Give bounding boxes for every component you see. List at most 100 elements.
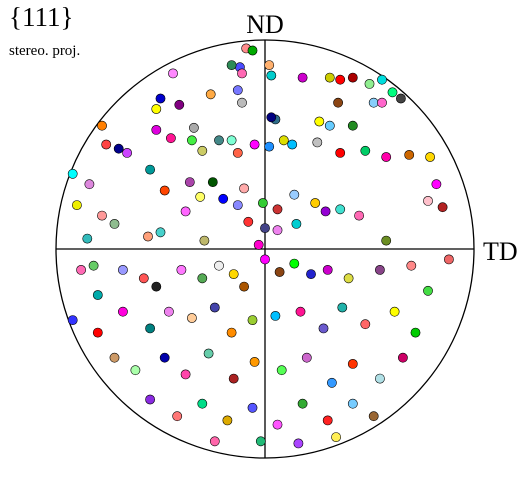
pole-point-126	[228, 373, 239, 384]
pole-point-47	[335, 147, 346, 158]
pole-point-101	[343, 273, 354, 284]
pole-point-74	[335, 204, 346, 215]
pole-point-90	[151, 281, 162, 292]
pole-point-128	[276, 365, 287, 376]
pole-point-100	[322, 264, 333, 275]
pole-point-63	[207, 177, 218, 187]
pole-point-112	[226, 327, 237, 338]
pole-point-68	[232, 200, 243, 210]
pole-point-36	[186, 135, 197, 146]
pole-point-103	[406, 260, 417, 271]
pole-point-39	[214, 135, 224, 146]
pole-point-61	[159, 185, 170, 196]
pole-point-144	[209, 436, 220, 447]
pole-point-58	[97, 210, 107, 221]
pole-point-91	[176, 264, 187, 275]
pole-point-50	[404, 149, 415, 160]
pole-point-72	[310, 198, 321, 208]
chart-title: {111}	[9, 2, 74, 32]
pole-point-51	[425, 152, 435, 162]
pole-point-30	[97, 120, 107, 131]
pole-point-56	[84, 179, 95, 190]
pole-point-70	[272, 204, 283, 215]
pole-point-14	[387, 87, 398, 98]
pole-point-83	[199, 235, 210, 246]
pole-point-149	[443, 254, 454, 265]
pole-point-24	[368, 97, 379, 108]
pole-point-137	[222, 415, 233, 426]
pole-point-136	[197, 398, 208, 409]
pole-point-107	[118, 306, 128, 317]
pole-point-1	[247, 45, 258, 56]
pole-point-134	[145, 394, 155, 405]
pole-point-121	[109, 352, 120, 363]
pole-point-123	[159, 352, 170, 363]
pole-point-104	[423, 285, 433, 296]
pole-point-86	[88, 260, 99, 271]
pole-point-49	[381, 152, 392, 162]
pole-point-42	[249, 139, 260, 150]
pole-point-79	[272, 225, 283, 236]
pole-point-92	[197, 273, 208, 284]
pole-point-62	[184, 177, 195, 187]
pole-point-60	[145, 164, 155, 175]
pole-point-71	[289, 189, 300, 200]
chart-subtitle: stereo. proj.	[9, 43, 81, 59]
pole-point-64	[195, 191, 206, 202]
pole-point-7	[266, 70, 277, 81]
pole-point-127	[249, 356, 260, 367]
pole-point-87	[92, 290, 103, 300]
pole-point-69	[257, 198, 268, 208]
pole-point-65	[180, 206, 191, 217]
pole-point-119	[389, 306, 400, 317]
pole-point-125	[203, 348, 214, 359]
pole-point-96	[260, 254, 270, 265]
pole-point-147	[331, 432, 341, 442]
nd-axis-label: ND	[246, 10, 284, 39]
pole-point-146	[293, 438, 304, 449]
pole-point-148	[82, 233, 93, 244]
pole-point-99	[306, 269, 316, 279]
pole-point-145	[255, 436, 266, 447]
pole-point-54	[437, 202, 448, 213]
pole-point-35	[188, 122, 199, 133]
pole-point-133	[397, 352, 408, 363]
pole-point-141	[322, 415, 333, 426]
pole-point-46	[312, 137, 323, 148]
pole-point-118	[360, 319, 371, 330]
pole-point-140	[297, 398, 308, 409]
pole-point-106	[92, 327, 103, 338]
pole-point-27	[314, 116, 325, 127]
pole-point-120	[410, 327, 421, 338]
pole-point-31	[101, 139, 112, 150]
pole-point-18	[155, 93, 166, 104]
pole-point-143	[368, 411, 379, 422]
pole-point-2	[264, 60, 275, 70]
pole-point-89	[138, 273, 149, 284]
pole-point-9	[324, 72, 335, 83]
pole-point-20	[151, 104, 162, 114]
pole-point-85	[76, 264, 86, 275]
pole-point-115	[295, 306, 306, 317]
pole-point-21	[237, 97, 247, 108]
pole-point-81	[143, 231, 153, 242]
pole-point-122	[130, 365, 141, 376]
pole-point-108	[145, 323, 155, 334]
pole-point-25	[377, 97, 387, 108]
pole-point-95	[239, 281, 249, 292]
pole-point-130	[326, 377, 337, 388]
pole-point-132	[374, 373, 385, 384]
pole-point-34	[151, 124, 162, 135]
pole-point-45	[287, 139, 298, 150]
pole-point-97	[274, 267, 285, 277]
pole-point-16	[232, 85, 243, 96]
pole-point-59	[109, 218, 120, 229]
pole-point-38	[197, 145, 208, 156]
pole-point-73	[320, 206, 331, 217]
pole-point-12	[377, 74, 387, 85]
pole-point-142	[347, 398, 358, 409]
pole-point-135	[172, 411, 183, 422]
pole-point-53	[423, 195, 433, 206]
pole-point-33	[122, 147, 132, 158]
